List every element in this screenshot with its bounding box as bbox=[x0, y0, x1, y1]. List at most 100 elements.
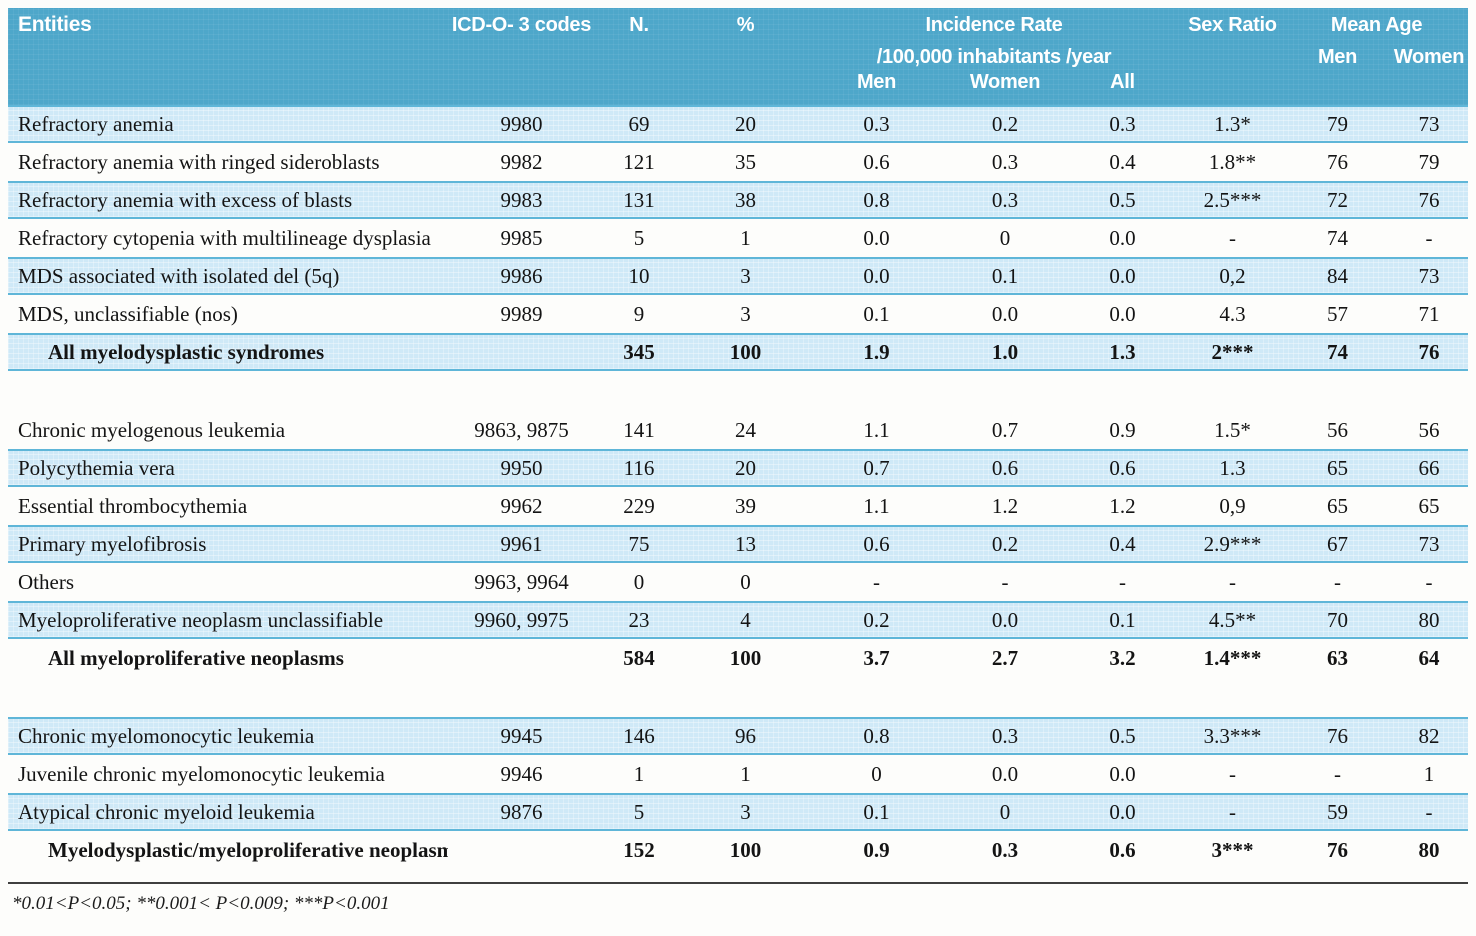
cell-icd-code: 9946 bbox=[500, 761, 543, 786]
cell-incidence-women: 0 bbox=[999, 225, 1011, 250]
cell-percent: 3 bbox=[740, 301, 751, 326]
table-header: Entities ICD-O- 3 codes N. % Incidence R… bbox=[8, 8, 1468, 105]
cell-icd-code bbox=[448, 335, 595, 369]
cell-entity: Essential thrombocythemia bbox=[18, 493, 248, 518]
cell-icd-code: 9962 bbox=[500, 493, 543, 518]
cell-mean-age-women: - bbox=[1425, 799, 1433, 824]
cell-incidence-all: 0.0 bbox=[1109, 225, 1136, 250]
cell-mean-age-women: 56 bbox=[1418, 417, 1440, 442]
cell-mean-age-women: 73 bbox=[1418, 263, 1440, 288]
cell-percent: 38 bbox=[735, 187, 756, 212]
cell-n: 69 bbox=[628, 111, 650, 136]
cell-entity: Refractory anemia bbox=[18, 111, 174, 136]
column-header-n: N. bbox=[629, 13, 649, 36]
cell-incidence-men: 0.8 bbox=[863, 187, 890, 212]
cell-mean-age-men: 65 bbox=[1327, 455, 1348, 480]
cell-incidence-men: 0.0 bbox=[863, 225, 890, 250]
cell-mean-age-men: 74 bbox=[1327, 225, 1348, 250]
cell-incidence-all: 0.0 bbox=[1109, 799, 1136, 824]
total-row: Myelodysplastic/myeloproliferative neopl… bbox=[8, 831, 1468, 869]
cell-percent: 4 bbox=[740, 607, 751, 632]
cell-icd-code: 9980 bbox=[500, 111, 543, 136]
cell-percent: 39 bbox=[735, 493, 756, 518]
cell-incidence-all: 0.6 bbox=[1109, 837, 1136, 862]
cell-mean-age-women: 1 bbox=[1423, 761, 1435, 786]
cell-sex-ratio: 1.3 bbox=[1219, 455, 1246, 480]
cell-sex-ratio: - bbox=[1229, 761, 1236, 786]
cell-incidence-all: 0.1 bbox=[1109, 607, 1136, 632]
cell-mean-age-women: 76 bbox=[1418, 187, 1440, 212]
cell-entity: Refractory cytopenia with multilineage d… bbox=[18, 225, 431, 250]
cell-incidence-women: 0.2 bbox=[991, 111, 1019, 136]
cell-entity: Myeloproliferative neoplasm unclassifiab… bbox=[18, 607, 384, 632]
column-header-mean-age-men: Men bbox=[1317, 45, 1358, 68]
cell-sex-ratio: 2.9*** bbox=[1203, 531, 1262, 556]
cell-incidence-men: 0.2 bbox=[863, 607, 890, 632]
table-row: Refractory anemia 9980 69 20 0.3 0.2 0.3 1.3* 79… bbox=[8, 105, 1468, 143]
cell-entity: Refractory anemia with ringed sideroblas… bbox=[18, 149, 380, 174]
cell-n: 229 bbox=[623, 493, 655, 518]
cell-entity: MDS associated with isolated del (5q) bbox=[18, 263, 340, 288]
table-row: Refractory cytopenia with multilineage d… bbox=[8, 219, 1468, 257]
cell-n: 5 bbox=[633, 225, 645, 250]
table-row: MDS, unclassifiable (nos) 9989 9 3 0.1 0.0 0.0… bbox=[8, 295, 1468, 333]
cell-mean-age-men: 65 bbox=[1327, 493, 1348, 518]
cell-incidence-women: 0.3 bbox=[991, 723, 1019, 748]
cell-entity: All myeloproliferative neoplasms bbox=[48, 645, 344, 670]
cell-incidence-all: 0.0 bbox=[1109, 761, 1136, 786]
cell-mean-age-women: - bbox=[1425, 225, 1433, 250]
cell-incidence-all: 1.2 bbox=[1109, 493, 1136, 518]
cell-incidence-women: 0.1 bbox=[991, 263, 1019, 288]
cell-incidence-men: 0.8 bbox=[863, 723, 890, 748]
cell-incidence-men: 0.6 bbox=[863, 149, 890, 174]
cell-sex-ratio: - bbox=[1229, 225, 1236, 250]
table-row: Chronic myelogenous leukemia 9863, 9875 14… bbox=[8, 411, 1468, 449]
cell-mean-age-men: 72 bbox=[1327, 187, 1348, 212]
cell-sex-ratio: 4.3 bbox=[1219, 301, 1246, 326]
cell-percent: 100 bbox=[729, 339, 762, 364]
column-header-entities: Entities bbox=[18, 12, 92, 36]
column-header-mean-age: Mean Age bbox=[1330, 13, 1423, 36]
cell-incidence-women: 0.7 bbox=[991, 417, 1019, 442]
cell-n: 1 bbox=[633, 761, 645, 786]
cell-icd-code bbox=[448, 831, 595, 869]
cell-sex-ratio: 0,9 bbox=[1219, 493, 1246, 518]
column-header-icd-codes: ICD-O- 3 codes bbox=[451, 13, 592, 36]
cell-mean-age-women: - bbox=[1425, 569, 1433, 594]
cell-incidence-all: 0.4 bbox=[1109, 531, 1136, 556]
table-row: Atypical chronic myeloid leukemia 9876 5 3 0… bbox=[8, 793, 1468, 831]
cell-sex-ratio: 3.3*** bbox=[1203, 723, 1262, 748]
cell-icd-code: 9985 bbox=[500, 225, 543, 250]
cell-sex-ratio: 4.5** bbox=[1208, 607, 1257, 632]
cell-n: 0 bbox=[633, 569, 645, 594]
cell-percent: 35 bbox=[735, 149, 756, 174]
cell-mean-age-women: 79 bbox=[1418, 149, 1440, 174]
cell-n: 345 bbox=[623, 339, 655, 364]
column-header-incidence-women: Women bbox=[969, 71, 1041, 93]
cell-incidence-women: 0.3 bbox=[991, 149, 1019, 174]
cell-mean-age-men: 70 bbox=[1327, 607, 1348, 632]
column-header-sex-ratio: Sex Ratio bbox=[1188, 13, 1277, 36]
cell-incidence-women: 0.0 bbox=[991, 301, 1019, 326]
cell-mean-age-women: 66 bbox=[1418, 455, 1440, 480]
table-row: Essential thrombocythemia 9962 229 39 1.1 1.2… bbox=[8, 487, 1468, 525]
cell-entity: Myelodysplastic/myeloproliferative neopl… bbox=[48, 837, 448, 862]
cell-incidence-all: 0.0 bbox=[1109, 301, 1136, 326]
cell-incidence-women: 2.7 bbox=[991, 645, 1019, 670]
significance-footnote: *0.01<P<0.05; **0.001< P<0.009; ***P<0.0… bbox=[12, 893, 390, 914]
cell-mean-age-women: 76 bbox=[1418, 339, 1440, 364]
cell-sex-ratio: 0,2 bbox=[1219, 263, 1246, 288]
cell-icd-code: 9950 bbox=[500, 455, 543, 480]
cell-mean-age-men: 76 bbox=[1327, 723, 1348, 748]
cell-mean-age-men: 84 bbox=[1327, 263, 1348, 288]
column-header-incidence-men: Men bbox=[856, 71, 897, 93]
cell-sex-ratio: - bbox=[1229, 569, 1236, 594]
cell-icd-code bbox=[448, 639, 595, 677]
cell-sex-ratio: 3*** bbox=[1211, 837, 1254, 862]
cell-n: 9 bbox=[633, 301, 645, 326]
cell-sex-ratio: 2.5*** bbox=[1203, 187, 1262, 212]
column-header-mean-age-women: Women bbox=[1393, 45, 1465, 68]
cell-percent: 24 bbox=[735, 417, 756, 442]
cell-incidence-men: 0.0 bbox=[863, 263, 890, 288]
cell-sex-ratio: 1.8** bbox=[1208, 149, 1257, 174]
